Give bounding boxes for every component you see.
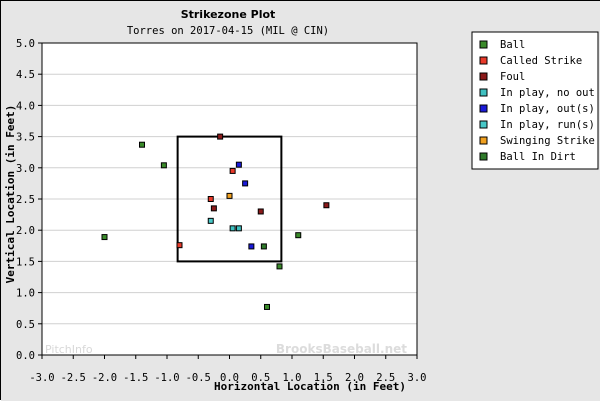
x-tick-label: -1.5 (123, 372, 148, 384)
legend-swatch (479, 120, 488, 129)
pitch-point-swinging-strike (226, 192, 233, 199)
pitch-point-in-play-no-out (235, 225, 242, 232)
strike-zone-box (176, 135, 283, 263)
legend-label: In play, no out (500, 87, 595, 99)
legend-swatch (479, 56, 488, 65)
x-tick-label: -0.5 (186, 372, 211, 384)
pitch-point-foul (210, 205, 217, 212)
legend-label: In play, out(s) (500, 103, 595, 115)
legend-label: Ball (500, 39, 525, 51)
x-tick-label: 3.0 (408, 372, 427, 384)
pitch-point-ball (139, 141, 145, 148)
x-tick-label: 2.5 (376, 372, 395, 384)
pitch-point-in-play-out-s (248, 243, 255, 250)
legend-box (471, 31, 599, 170)
pitch-point-in-play-run-s (207, 217, 214, 224)
pitch-point-in-play-out-s (235, 161, 242, 168)
pitch-point-called-strike (229, 167, 236, 174)
pitch-point-in-play-no-out (229, 225, 236, 232)
y-tick-label: 3.5 (16, 132, 35, 144)
y-tick-label: 1.5 (16, 256, 35, 268)
y-tick-label: 4.0 (16, 100, 35, 112)
y-axis-label: Vertical Location (in Feet) (4, 105, 17, 284)
y-tick-label: 0.5 (16, 319, 35, 331)
legend-label: In play, run(s) (500, 119, 595, 131)
pitch-point-ball (160, 162, 167, 169)
pitch-point-ball-in-dirt (260, 243, 267, 250)
pitch-point-called-strike (207, 196, 214, 202)
legend-label: Ball In Dirt (500, 151, 576, 163)
legend: Ball Called Strike Foul In play, no out In p… (471, 31, 599, 170)
legend-label: Called Strike (500, 55, 582, 67)
legend-label: Foul (500, 71, 525, 83)
x-tick-label: 0.5 (251, 372, 270, 384)
y-tick-label: 5.0 (16, 38, 35, 50)
legend-swatch (479, 72, 488, 81)
y-tick-label: 3.0 (16, 163, 35, 175)
y-axis-ticks: 0.0 0.5 1.0 1.5 2.0 2.5 3.0 3.5 4.0 4.5 5.0 (16, 38, 42, 362)
y-tick-label: 4.5 (16, 69, 35, 81)
pitchinfo-watermark: PitchInfo (45, 343, 93, 356)
chart-title: Strikezone Plot (181, 8, 276, 21)
y-tick-label: 2.5 (16, 194, 35, 206)
chart-subtitle: Torres on 2017-04-15 (MIL @ CIN) (127, 25, 329, 37)
y-tick-label: 2.0 (16, 225, 35, 237)
y-tick-label: 1.0 (16, 288, 35, 300)
x-tick-label: 0.0 (220, 372, 239, 384)
legend-swatch (479, 40, 488, 49)
x-axis-ticks: -3.0 -2.5 -2.0 -1.5 -1.0 -0.5 0.0 0.5 1.0 1.5 2.0 2… (29, 355, 426, 384)
legend-swatch (479, 136, 488, 145)
y-tick-label: 0.0 (16, 350, 35, 362)
x-tick-label: -1.0 (154, 372, 179, 384)
legend-swatch (479, 104, 488, 113)
pitch-point-ball (264, 303, 270, 310)
pitch-point-ball (101, 234, 108, 241)
pitch-points (101, 133, 330, 310)
legend-label: Swinging Strike (500, 135, 595, 147)
x-tick-label: 2.0 (345, 372, 364, 384)
pitch-point-foul (323, 202, 330, 209)
pitch-point-foul (217, 133, 224, 140)
pitch-point-ball (295, 232, 302, 239)
pitch-point-called-strike (176, 242, 183, 249)
x-tick-label: -2.5 (61, 372, 86, 384)
pitch-point-in-play-out-s (242, 180, 249, 187)
pitch-point-foul (257, 208, 264, 215)
x-axis-label: Horizontal Location (in Feet) (214, 380, 406, 393)
x-tick-label: -2.0 (92, 372, 117, 384)
x-tick-label: 1.5 (314, 372, 333, 384)
brooksbaseball-watermark: BrooksBaseball.net (276, 342, 407, 356)
x-tick-label: 1.0 (283, 372, 302, 384)
x-tick-label: -3.0 (29, 372, 54, 384)
legend-swatch (479, 88, 488, 97)
pitch-point-ball (276, 263, 283, 270)
legend-swatch (479, 152, 488, 161)
